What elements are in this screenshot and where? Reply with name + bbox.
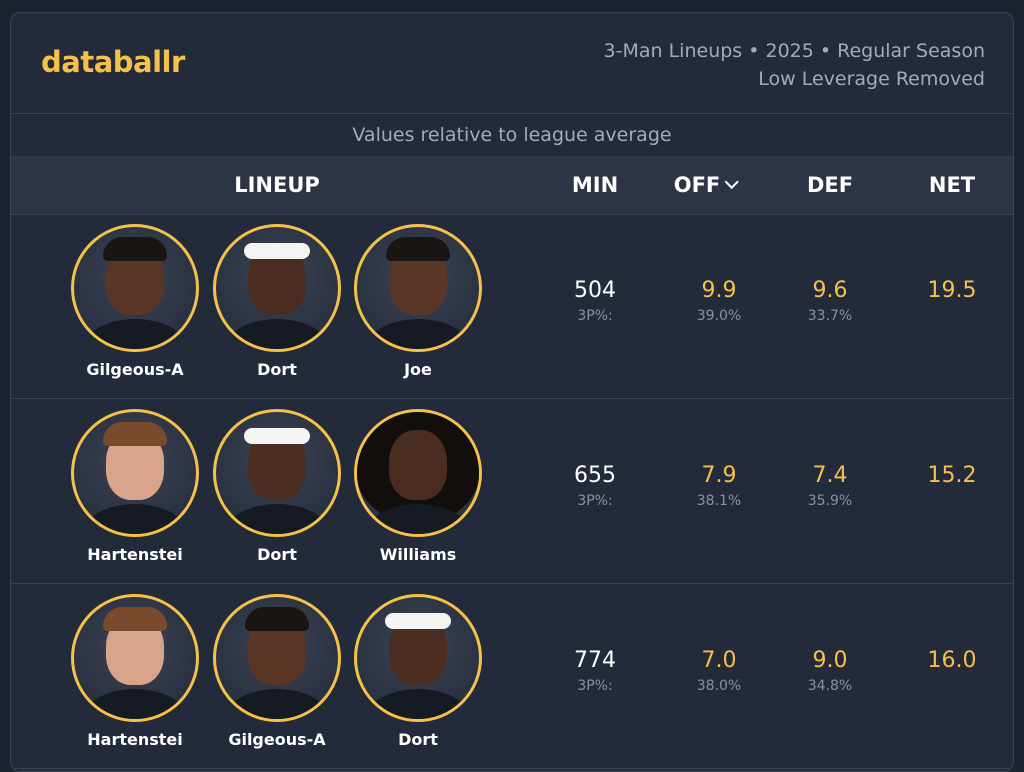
stat-min: 774 3P%: xyxy=(574,646,616,696)
player-cell[interactable]: Dort xyxy=(210,224,344,379)
stat-value-min: 655 xyxy=(574,463,616,488)
hair-shape xyxy=(245,607,309,631)
player-cell[interactable]: Gilgeous-A xyxy=(210,594,344,749)
column-header-def[interactable]: DEF xyxy=(806,173,854,197)
column-header-net[interactable]: NET xyxy=(928,173,976,197)
lineup-meta: 3-Man Lineups • 2025 • Regular Season Lo… xyxy=(604,37,985,93)
stat-value-def: 7.4 xyxy=(812,463,848,488)
avatar xyxy=(213,594,341,722)
stat-def: 7.4 35.9% xyxy=(808,461,852,511)
avatar xyxy=(354,594,482,722)
hair-shape xyxy=(386,237,450,261)
face-shape xyxy=(389,430,447,500)
stat-def: 9.0 34.8% xyxy=(808,646,852,696)
stat-off: 9.9 39.0% xyxy=(697,276,741,326)
stat-value-min: 774 xyxy=(574,648,616,673)
stat-value-def: 9.0 xyxy=(812,648,848,673)
stat-off: 7.0 38.0% xyxy=(697,646,741,696)
stat-value-net: 16.0 xyxy=(927,648,977,673)
headband-shape xyxy=(244,243,310,259)
stat-sub-min: 3P%: xyxy=(577,308,613,324)
avatar xyxy=(71,594,199,722)
player-name: Joe xyxy=(404,360,432,379)
column-header-off[interactable]: OFF xyxy=(674,156,739,214)
stat-value-min: 504 xyxy=(574,278,616,303)
shoulders-shape xyxy=(83,504,187,534)
shoulders-shape xyxy=(225,319,329,349)
hair-shape xyxy=(103,237,167,261)
relative-note: Values relative to league average xyxy=(11,114,1013,157)
stat-sub-def: 34.8% xyxy=(807,678,853,694)
stat-sub-off: 38.0% xyxy=(696,678,742,694)
player-name: Dort xyxy=(257,545,297,564)
player-name: Gilgeous-A xyxy=(228,730,326,749)
player-name: Gilgeous-A xyxy=(86,360,184,379)
player-cell[interactable]: Joe xyxy=(351,224,485,379)
table-row[interactable]: Gilgeous-A Dort Joe 504 3P%: 9.9 39.0% 9.6 33.7%… xyxy=(11,214,1013,399)
card-header: databallr 3-Man Lineups • 2025 • Regular… xyxy=(11,13,1013,114)
shoulders-shape xyxy=(225,504,329,534)
stat-sub-min: 3P%: xyxy=(577,678,613,694)
stat-sub-min: 3P%: xyxy=(577,493,613,509)
avatar xyxy=(71,409,199,537)
avatar xyxy=(213,409,341,537)
stat-def: 9.6 33.7% xyxy=(808,276,852,326)
table-row[interactable]: Hartenstei Gilgeous-A Dort 774 3P%: 7.0 38.0% 9… xyxy=(11,584,1013,769)
player-name: Hartenstei xyxy=(87,730,183,749)
avatar xyxy=(354,409,482,537)
stat-value-def: 9.6 xyxy=(812,278,848,303)
player-name: Dort xyxy=(398,730,438,749)
brand-logo[interactable]: databallr xyxy=(41,45,185,79)
hair-shape xyxy=(103,422,167,446)
shoulders-shape xyxy=(366,689,470,719)
avatar xyxy=(354,224,482,352)
stat-min: 655 3P%: xyxy=(574,461,616,511)
player-name: Hartenstei xyxy=(87,545,183,564)
stat-min: 504 3P%: xyxy=(574,276,616,326)
meta-line-filters: 3-Man Lineups • 2025 • Regular Season xyxy=(603,40,985,62)
shoulders-shape xyxy=(225,689,329,719)
stat-sub-def: 35.9% xyxy=(807,493,853,509)
hair-shape xyxy=(103,607,167,631)
stat-value-off: 7.9 xyxy=(701,463,737,488)
stat-value-net: 19.5 xyxy=(927,278,977,303)
stat-off: 7.9 38.1% xyxy=(697,461,741,511)
stat-value-net: 15.2 xyxy=(927,463,977,488)
avatar xyxy=(71,224,199,352)
player-name: Williams xyxy=(379,545,457,564)
headband-shape xyxy=(385,613,451,629)
player-cell[interactable]: Hartenstei xyxy=(68,409,202,564)
chevron-down-icon xyxy=(724,174,739,190)
shoulders-shape xyxy=(83,319,187,349)
stat-value-off: 9.9 xyxy=(701,278,737,303)
stat-net: 19.5 xyxy=(928,276,977,306)
player-name: Dort xyxy=(257,360,297,379)
stat-net: 15.2 xyxy=(928,461,977,491)
stat-sub-off: 39.0% xyxy=(696,308,742,324)
avatar xyxy=(213,224,341,352)
column-header-min[interactable]: MIN xyxy=(571,173,619,197)
stat-sub-def: 33.7% xyxy=(807,308,853,324)
meta-line-leverage: Low Leverage Removed xyxy=(758,68,985,90)
headband-shape xyxy=(244,428,310,444)
shoulders-shape xyxy=(366,319,470,349)
table-row[interactable]: Hartenstei Dort Williams 655 3P%: 7.9 38.1% 7.4… xyxy=(11,399,1013,584)
player-cell[interactable]: Dort xyxy=(351,594,485,749)
player-cell[interactable]: Dort xyxy=(210,409,344,564)
stat-net: 16.0 xyxy=(928,646,977,676)
player-cell[interactable]: Hartenstei xyxy=(68,594,202,749)
shoulders-shape xyxy=(83,689,187,719)
player-cell[interactable]: Williams xyxy=(351,409,485,564)
stat-value-off: 7.0 xyxy=(701,648,737,673)
player-cell[interactable]: Gilgeous-A xyxy=(68,224,202,379)
column-header-lineup[interactable]: LINEUP xyxy=(234,173,320,197)
stat-sub-off: 38.1% xyxy=(696,493,742,509)
lineup-card: databallr 3-Man Lineups • 2025 • Regular… xyxy=(10,12,1014,772)
column-headers: LINEUP MIN OFF DEF NET xyxy=(11,156,1013,215)
